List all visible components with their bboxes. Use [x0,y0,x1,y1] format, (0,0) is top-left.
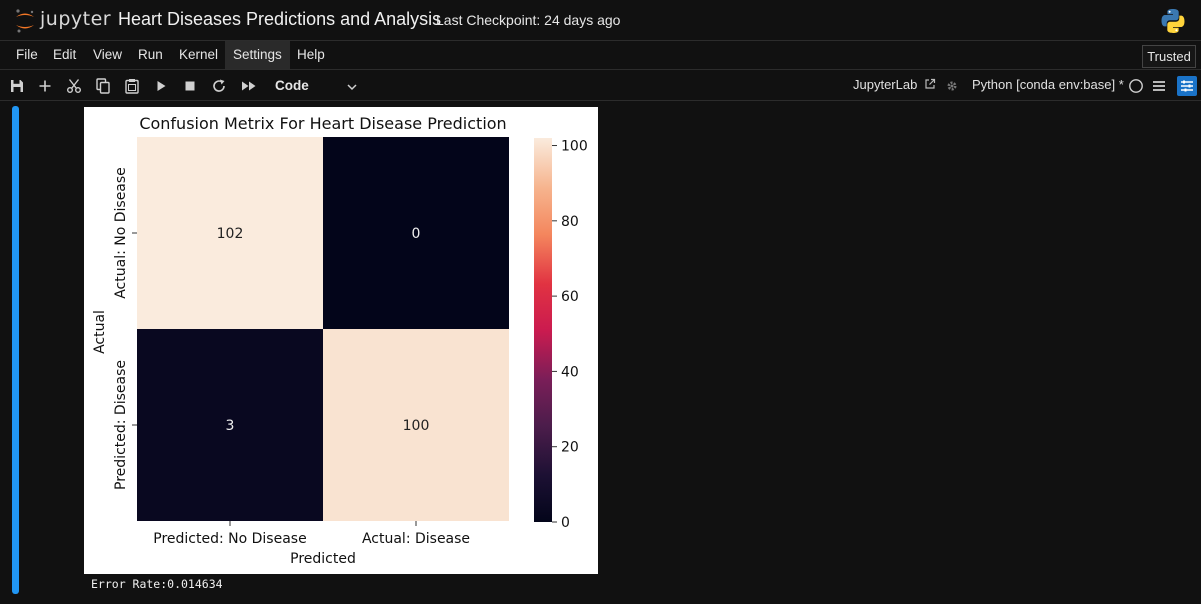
fast-forward-icon[interactable] [239,76,259,96]
heatmap-cell [137,329,323,521]
cell-collapser[interactable] [12,106,19,594]
add-cell-icon[interactable] [35,76,55,96]
y-tick-label: Actual: No Disease [113,167,129,299]
kernel-status-idle-icon [1126,76,1146,96]
heatmap-cell-label: 100 [403,418,430,434]
notebook-panel: Confusion Metrix For Heart Disease Predi… [0,102,1201,604]
confusion-matrix-heatmap: Confusion Metrix For Heart Disease Predi… [92,114,588,567]
heatmap-cell-label: 3 [226,418,235,434]
menu-list-icon[interactable] [1149,76,1169,96]
menu-view[interactable]: View [93,47,123,62]
last-checkpoint: Last Checkpoint: 24 days ago [436,12,621,28]
heatmap-cell [137,137,323,329]
copy-icon[interactable] [93,76,113,96]
run-icon[interactable] [151,76,171,96]
top-header: jupyter Heart Diseases Predictions and A… [0,0,1201,41]
chart-title: Confusion Metrix For Heart Disease Predi… [139,114,506,133]
kernel-settings-gear-icon[interactable] [942,76,962,96]
open-jupyterlab-link[interactable]: JupyterLab [853,77,936,92]
menu-settings[interactable]: Settings [225,41,290,69]
stop-icon[interactable] [180,76,200,96]
cell-output-text: Error Rate:0.014634 [91,577,223,591]
colorbar-tick-label: 60 [561,289,579,305]
notebook-toolbar: Code JupyterLab Python [conda env:base] … [0,70,1201,101]
colorbar-tick-label: 20 [561,440,579,456]
menubar: File Edit View Run Kernel Settings Help [0,41,1201,70]
x-tick-label: Predicted: No Disease [153,531,306,547]
restart-icon[interactable] [209,76,229,96]
x-axis-label: Predicted [290,551,356,567]
external-link-icon [925,78,936,89]
y-axis-label: Actual [92,310,108,354]
y-tick-label: Predicted: Disease [113,360,129,490]
heatmap-cell-label: 0 [412,226,421,242]
heatmap-cell-label: 102 [217,226,244,242]
property-inspector-icon[interactable] [1177,76,1197,96]
jupyterlab-link-label: JupyterLab [853,77,918,92]
heatmap-cell [323,329,509,521]
cell-type-value: Code [275,78,309,93]
paste-icon[interactable] [122,76,142,96]
chevron-down-icon [346,75,358,104]
menu-kernel[interactable]: Kernel [179,47,219,62]
colorbar-tick-label: 40 [561,364,579,380]
trusted-indicator[interactable]: Trusted [1142,45,1196,68]
python-logo-icon [1159,7,1187,40]
confusion-matrix-figure: Confusion Metrix For Heart Disease Predi… [84,107,598,574]
colorbar [534,138,552,522]
colorbar-tick-label: 100 [561,139,588,155]
heatmap-cell [323,137,509,329]
colorbar-tick-label: 0 [561,515,570,531]
menu-help[interactable]: Help [297,47,325,62]
cut-icon[interactable] [64,76,84,96]
kernel-name[interactable]: Python [conda env:base] * [972,77,1124,92]
menu-file[interactable]: File [16,47,38,62]
x-tick-label: Actual: Disease [362,531,470,547]
jupyter-logo-text[interactable]: jupyter [40,8,112,30]
menu-run[interactable]: Run [138,47,163,62]
colorbar-tick-label: 80 [561,214,579,230]
save-icon[interactable] [7,76,27,96]
cell-type-select[interactable]: Code [270,75,360,97]
notebook-title[interactable]: Heart Diseases Predictions and Analysis [118,9,442,29]
menu-edit[interactable]: Edit [53,47,77,62]
jupyter-logo-icon[interactable] [14,8,36,34]
